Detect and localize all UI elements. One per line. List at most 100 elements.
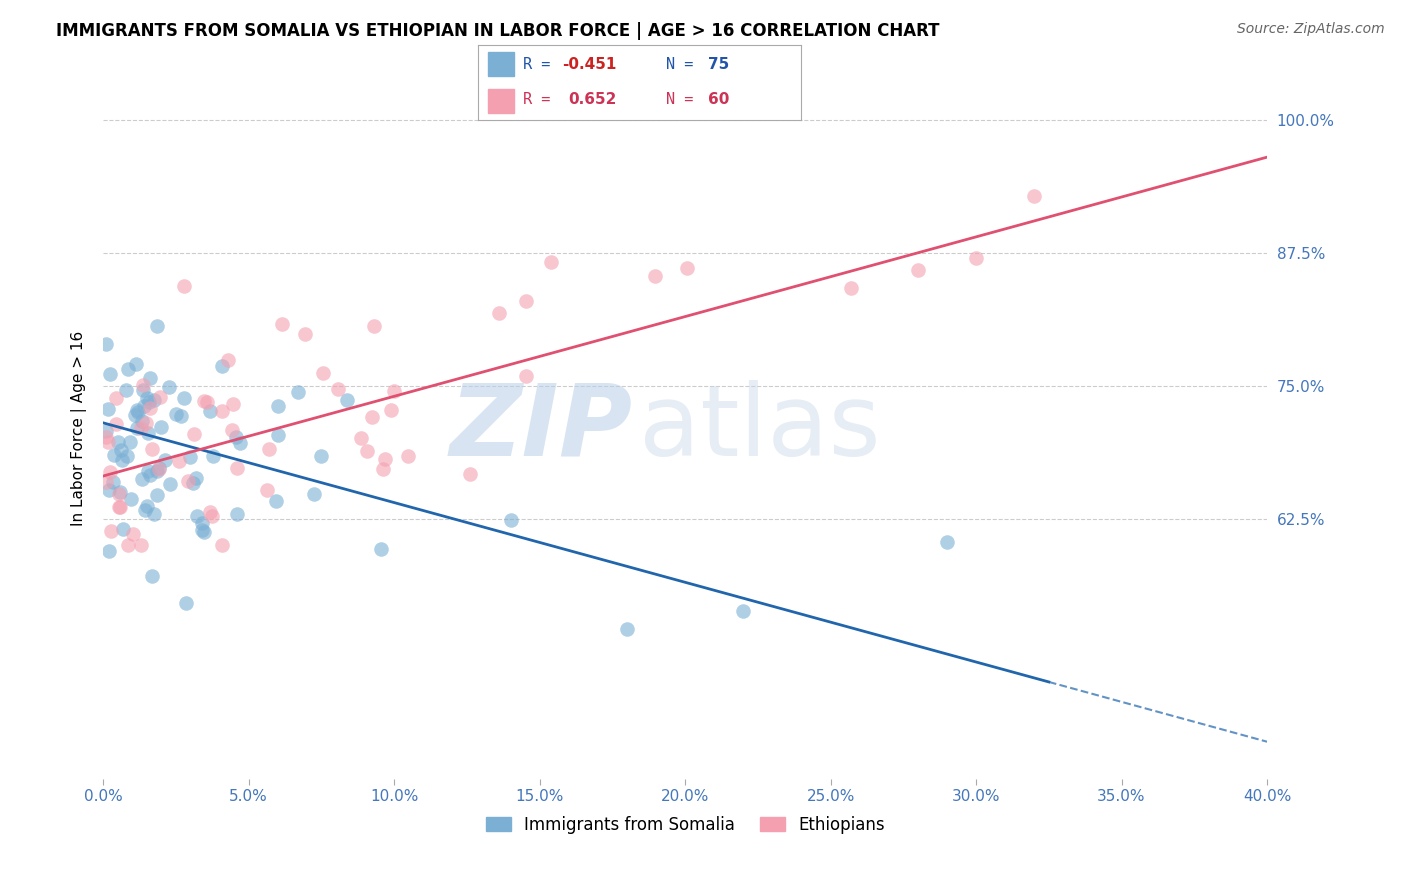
Point [148, 461, 170, 475]
Point [229, 436, 252, 450]
Point [173, 392, 195, 406]
Point [374, 452, 396, 467]
Point [94, 337, 117, 351]
Point [138, 464, 160, 478]
Point [94, 475, 117, 489]
Point [616, 622, 638, 636]
Text: 75: 75 [707, 57, 728, 72]
Point [146, 318, 169, 333]
Y-axis label: In Labor Force | Age > 16: In Labor Force | Age > 16 [72, 331, 87, 525]
Point [211, 403, 233, 417]
Text: -0.451: -0.451 [562, 57, 616, 72]
Point [103, 475, 125, 489]
Point [733, 604, 755, 618]
Point [115, 383, 138, 397]
Point [138, 395, 160, 409]
Point [127, 421, 149, 435]
Text: 0.652: 0.652 [568, 93, 617, 107]
Text: 60: 60 [707, 93, 730, 107]
Point [97, 435, 120, 450]
Point [287, 385, 309, 400]
Point [117, 538, 139, 552]
Point [141, 569, 163, 583]
Point [149, 390, 172, 404]
Point [167, 454, 190, 468]
Point [136, 391, 159, 405]
Point [488, 306, 510, 320]
Point [110, 442, 132, 457]
Point [108, 500, 131, 515]
Point [98, 368, 121, 382]
Point [108, 485, 131, 500]
Point [136, 499, 159, 513]
Text: atlas: atlas [638, 380, 880, 476]
Point [179, 450, 201, 464]
Point [136, 425, 159, 440]
Point [676, 261, 699, 276]
Point [105, 391, 128, 405]
Point [936, 535, 959, 549]
Point [105, 417, 128, 432]
Point [107, 435, 129, 450]
Point [311, 449, 333, 463]
Point [94, 424, 117, 438]
Point [159, 477, 181, 491]
Point [515, 369, 537, 384]
Bar [488, 52, 513, 77]
Point [221, 397, 243, 411]
Point [184, 471, 207, 485]
Point [125, 358, 148, 372]
Point [134, 503, 156, 517]
Point [304, 487, 326, 501]
Point [97, 544, 120, 558]
Point [382, 384, 405, 398]
Point [458, 467, 481, 481]
Point [294, 326, 316, 341]
Point [1024, 188, 1046, 202]
Point [142, 392, 165, 407]
Point [225, 430, 247, 444]
Point [350, 432, 373, 446]
Point [139, 401, 162, 416]
Point [644, 268, 666, 283]
Point [256, 483, 278, 497]
Point [226, 508, 249, 522]
Point [131, 472, 153, 486]
Point [165, 408, 187, 422]
Point [97, 402, 120, 417]
Point [267, 428, 290, 442]
Point [202, 449, 225, 463]
Point [124, 409, 146, 423]
Point [129, 538, 152, 552]
Point [356, 444, 378, 458]
Point [131, 421, 153, 435]
Point [965, 251, 987, 265]
Point [370, 542, 392, 557]
Point [173, 278, 195, 293]
Point [190, 516, 212, 530]
Text: ZIP: ZIP [450, 380, 633, 476]
Point [103, 449, 125, 463]
Point [121, 527, 143, 541]
Point [190, 523, 212, 537]
Point [135, 416, 157, 430]
Point [139, 467, 162, 482]
Text: IMMIGRANTS FROM SOMALIA VS ETHIOPIAN IN LABOR FORCE | AGE > 16 CORRELATION CHART: IMMIGRANTS FROM SOMALIA VS ETHIOPIAN IN … [56, 22, 939, 40]
Point [108, 486, 131, 500]
Point [200, 505, 222, 519]
Point [98, 483, 121, 498]
Point [111, 522, 134, 536]
Point [328, 383, 350, 397]
Point [839, 281, 862, 295]
Point [211, 538, 233, 552]
Point [198, 404, 221, 418]
Point [499, 513, 522, 527]
Point [907, 263, 929, 277]
Point [201, 509, 224, 524]
Point [363, 319, 385, 334]
Point [100, 524, 122, 538]
Point [312, 366, 335, 380]
Point [120, 434, 142, 449]
Text: R =: R = [523, 57, 560, 72]
Point [153, 453, 176, 467]
